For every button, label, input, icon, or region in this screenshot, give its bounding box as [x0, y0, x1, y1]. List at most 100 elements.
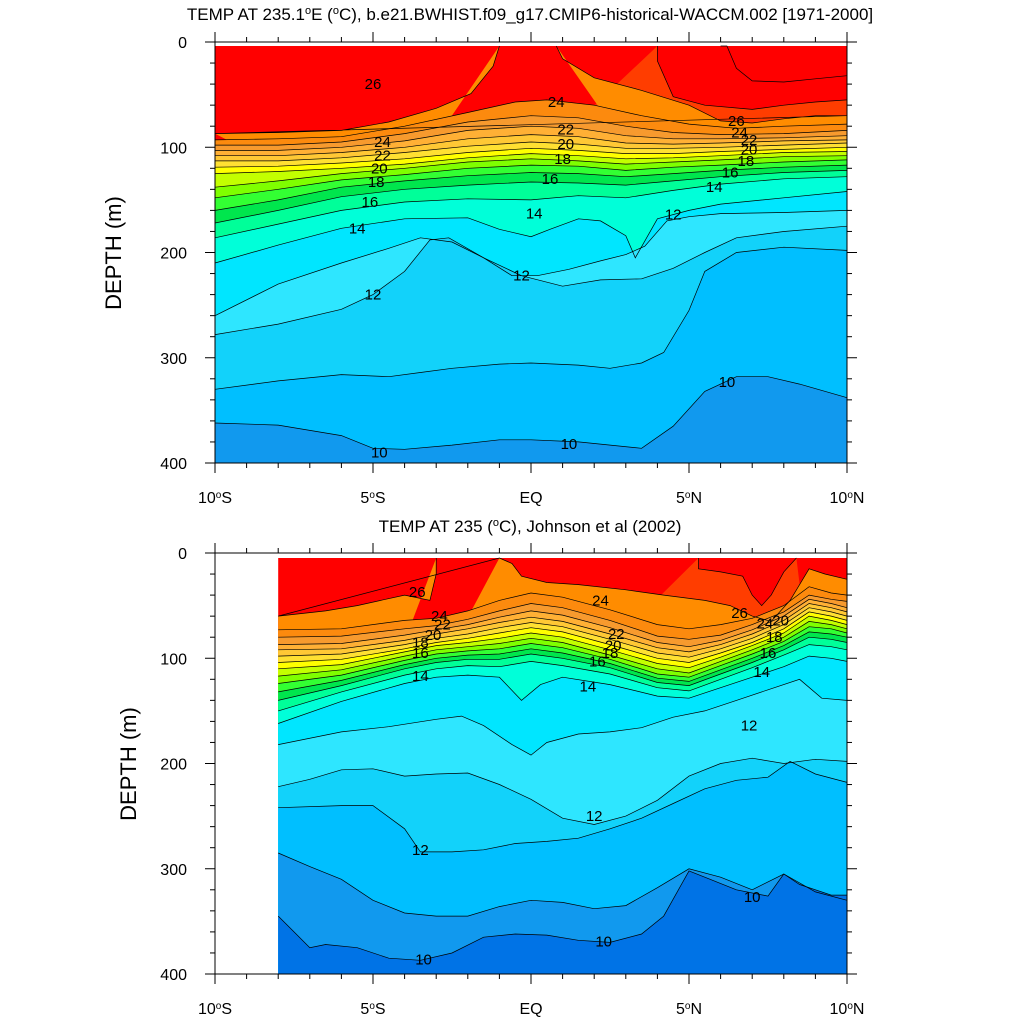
contour-label: 24: [756, 616, 773, 633]
contour-line: [278, 760, 848, 853]
contour-label: 20: [557, 136, 574, 153]
contour-label: 20: [425, 627, 442, 644]
contour-line: [278, 852, 848, 917]
contour-label: 12: [741, 718, 758, 735]
x-tick-label: 5oS: [360, 490, 385, 508]
contour-line: [698, 557, 797, 607]
contour-label: 20: [741, 141, 758, 158]
contour-label: 18: [738, 153, 755, 170]
contour-label: 26: [409, 584, 426, 601]
contour-label: 14: [753, 664, 770, 681]
contour-label: 12: [513, 268, 530, 285]
y-tick-label: 400: [160, 967, 187, 984]
contour-line: [278, 557, 848, 622]
x-tick-label: 5oN: [676, 1001, 702, 1019]
contour-label: 12: [412, 842, 429, 859]
contour-line: [278, 655, 848, 724]
x-tick-label: 10oN: [830, 490, 865, 508]
contour-line: [720, 45, 848, 83]
top-panel-title: TEMP AT 235.1oE (oC), b.e21.BWHIST.f09_g…: [187, 5, 873, 24]
contour-line: [278, 621, 848, 677]
contour-label: 22: [557, 121, 574, 138]
contour-label: 20: [772, 612, 789, 629]
bottom-panel-contour-labels: 2624222018161424222018161412121210101026…: [409, 584, 789, 968]
contour-line: [278, 626, 848, 684]
contour-line: [214, 246, 848, 390]
contour-label: 24: [374, 134, 391, 151]
contour-label: 24: [592, 592, 609, 609]
contour-label: 26: [728, 113, 745, 130]
contour-label: 10: [719, 374, 736, 391]
contour-label: 14: [580, 679, 597, 696]
x-tick-label: EQ: [519, 490, 542, 507]
contour-line: [214, 176, 848, 239]
contour-label: 14: [412, 668, 429, 685]
x-tick-label: 10oS: [198, 490, 232, 508]
contour-label: 10: [415, 951, 432, 968]
top-panel-y-axis-label: DEPTH (m): [101, 196, 126, 310]
contour-label: 24: [548, 94, 565, 111]
x-tick-label: 5oS: [360, 1001, 385, 1019]
contour-label: 18: [554, 151, 571, 168]
contour-line: [214, 99, 848, 141]
contour-line: [278, 603, 848, 653]
contour-label: 16: [542, 171, 559, 188]
bottom-panel-title: TEMP AT 235 (oC), Johnson et al (2002): [379, 517, 682, 536]
contour-label: 16: [722, 165, 739, 182]
contour-line: [214, 45, 848, 134]
contour-label: 14: [706, 179, 723, 196]
contour-line: [278, 611, 848, 663]
contour-line: [278, 631, 848, 693]
contour-line: [278, 598, 848, 648]
contour-label: 24: [731, 125, 748, 142]
y-tick-label: 400: [160, 456, 187, 473]
contour-line: [277, 870, 847, 961]
contour-label: 22: [374, 148, 391, 165]
y-tick-label: 100: [160, 651, 187, 668]
contour-line: [214, 191, 848, 264]
bottom-panel-contour-lines: [277, 557, 848, 961]
contour-label: 16: [361, 194, 378, 211]
top-panel-contour-labels: 2624222018161412102422201816141210262422…: [349, 76, 758, 461]
x-tick-label: EQ: [519, 1001, 542, 1018]
contour-line: [215, 134, 848, 157]
contour-label: 26: [731, 605, 748, 622]
contour-label: 22: [608, 626, 625, 643]
contour-band: [278, 870, 847, 974]
contour-label: 18: [602, 645, 619, 662]
contour-line: [215, 125, 848, 151]
y-tick-label: 200: [160, 246, 187, 263]
contour-label: 20: [371, 160, 388, 177]
top-panel: TEMP AT 235.1oE (oC), b.e21.BWHIST.f09_g…: [101, 5, 873, 507]
contour-line: [215, 115, 848, 146]
top-panel-axes: 0 100 200 300 400 10oS 5oS EQ 5oN 10oN: [160, 32, 864, 507]
top-panel-contour-lines: [214, 45, 848, 450]
contour-line: [278, 636, 848, 701]
contour-line: [214, 170, 848, 224]
contour-label: 18: [368, 174, 385, 191]
contour-label: 20: [605, 638, 622, 655]
contour-label: 16: [412, 645, 429, 662]
contour-label: 16: [589, 653, 606, 670]
contour-label: 26: [365, 76, 382, 93]
contour-label: 10: [595, 933, 612, 950]
contour-label: 18: [766, 629, 783, 646]
contour-label: 16: [760, 645, 777, 662]
contour-label: 24: [431, 608, 448, 625]
contour-line: [278, 644, 848, 712]
bottom-panel-axes: 0 100 200 300 400 10oS 5oS EQ 5oN 10oN: [160, 543, 864, 1018]
contour-label: 12: [365, 287, 382, 304]
bottom-panel: TEMP AT 235 (oC), Johnson et al (2002) D…: [116, 517, 864, 1018]
contour-line: [278, 607, 848, 658]
bottom-panel-y-axis-label: DEPTH (m): [116, 707, 141, 821]
contour-label: 18: [412, 634, 429, 651]
contour-line: [214, 159, 848, 199]
y-tick-label: 100: [160, 140, 187, 157]
y-tick-label: 200: [160, 757, 187, 774]
contour-line: [214, 146, 848, 168]
contour-label: 12: [586, 808, 603, 825]
contour-line: [657, 46, 848, 110]
y-tick-label: 300: [160, 351, 187, 368]
contour-line: [215, 141, 848, 162]
